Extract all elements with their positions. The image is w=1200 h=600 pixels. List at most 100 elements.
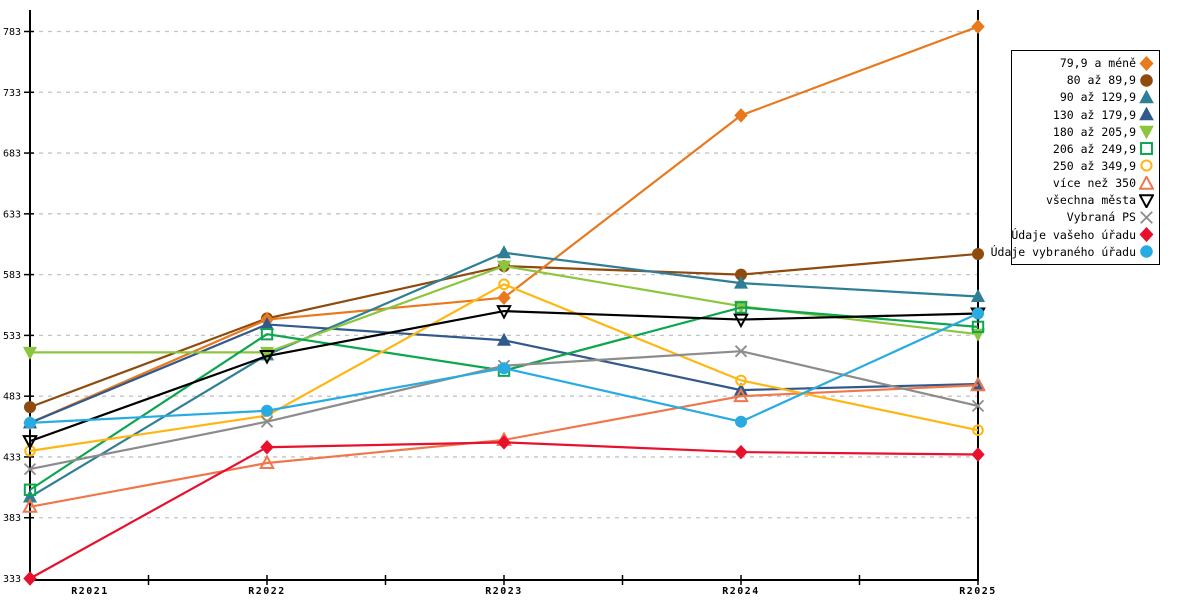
legend-marker — [1139, 55, 1154, 71]
diamond-marker-icon — [1139, 227, 1154, 243]
legend-item: 80 až 89,9 — [1014, 72, 1154, 88]
legend-item: Údaje vybraného úřadu — [991, 244, 1154, 260]
legend-marker — [1139, 175, 1154, 190]
x-tick-label: R2024 — [722, 586, 760, 597]
circle-marker-icon — [1140, 159, 1153, 173]
diamond-marker-icon — [971, 447, 985, 462]
legend-item: 180 až 205,9 — [1014, 124, 1154, 140]
circle-marker-icon — [24, 416, 36, 429]
triangle-up-marker-icon — [970, 288, 986, 302]
x-tick-label: R2022 — [248, 586, 286, 597]
diamond-marker-icon — [497, 435, 511, 450]
diamond-marker-icon — [971, 19, 985, 34]
triangle-down-marker-icon — [22, 346, 38, 360]
triangle-up-marker-icon — [259, 454, 275, 470]
legend-label: 206 až 249,9 — [1052, 141, 1136, 156]
triangle-up-marker-icon — [496, 245, 512, 259]
circle-marker-icon — [735, 415, 747, 428]
triangle-up-marker-icon — [1139, 89, 1154, 104]
legend-marker — [1139, 107, 1154, 121]
y-tick-label: 483 — [3, 392, 21, 403]
triangle-down-marker-icon — [259, 350, 275, 365]
square-marker-icon — [1140, 142, 1153, 156]
legend-item: 130 až 179,9 — [1014, 107, 1154, 123]
triangle-down-marker-icon — [1139, 194, 1154, 208]
legend-marker — [1140, 74, 1153, 87]
legend-item: 79,9 a méně — [1014, 55, 1154, 71]
legend-label: Údaje vašeho úřadu — [1011, 227, 1136, 242]
circle-marker-icon — [498, 362, 510, 375]
legend-label: 80 až 89,9 — [1066, 73, 1136, 88]
diamond-marker-icon — [497, 290, 511, 305]
legend-box: 79,9 a méně 80 až 89,9 90 až 129,9 130 až 1… — [991, 50, 1160, 265]
y-tick-label: 783 — [3, 27, 21, 38]
diamond-marker-icon — [260, 439, 274, 455]
triangle-up-marker-icon — [733, 275, 749, 289]
y-tick-label: 433 — [3, 452, 21, 463]
legend-label: všechna města — [1045, 193, 1136, 208]
series-line — [29, 441, 979, 580]
legend-marker — [1139, 89, 1154, 104]
series-11 — [24, 307, 984, 429]
legend-label: 79,9 a méně — [1059, 56, 1136, 71]
x-marker-icon — [260, 415, 274, 428]
legend-item: Vybraná PS — [1014, 209, 1154, 225]
series-line — [29, 252, 979, 409]
y-tick-label: 583 — [3, 270, 21, 281]
diamond-marker-icon — [734, 444, 748, 460]
diamond-marker-icon — [734, 108, 748, 123]
triangle-down-marker-icon — [496, 260, 512, 274]
legend-item: Údaje vašeho úřadu — [1011, 227, 1154, 243]
legend-item: více než 350 — [1014, 175, 1154, 191]
legend-marker — [1140, 159, 1153, 173]
legend-label: více než 350 — [1052, 176, 1136, 191]
circle-marker-icon — [972, 247, 984, 260]
x-tick-label: R2023 — [485, 586, 523, 597]
legend-label: Údaje vybraného úřadu — [990, 244, 1136, 259]
x-tick-label: R2025 — [959, 586, 997, 597]
circle-marker-icon — [24, 401, 36, 414]
triangle-up-marker-icon — [733, 387, 749, 403]
square-marker-icon — [23, 483, 37, 496]
circle-marker-icon — [261, 404, 273, 417]
triangle-down-marker-icon — [733, 313, 749, 329]
square-marker-icon — [734, 301, 748, 314]
x-tick-label: R2021 — [71, 586, 109, 597]
legend-marker — [1140, 210, 1153, 224]
triangle-up-marker-icon — [1139, 107, 1154, 121]
triangle-up-marker-icon — [970, 376, 986, 392]
circle-marker-icon — [498, 278, 510, 291]
x-marker-icon — [734, 345, 748, 358]
triangle-down-marker-icon — [1139, 125, 1154, 140]
y-tick-label: 533 — [3, 331, 21, 342]
y-tick-label: 333 — [3, 574, 21, 585]
triangle-down-marker-icon — [496, 305, 512, 320]
circle-marker-icon — [972, 424, 984, 437]
x-marker-icon — [1140, 210, 1153, 224]
series-10 — [23, 435, 985, 586]
legend-label: 90 až 129,9 — [1059, 90, 1136, 105]
square-marker-icon — [260, 327, 274, 341]
series-line — [29, 283, 979, 452]
circle-marker-icon — [1140, 245, 1153, 258]
triangle-up-marker-icon — [22, 498, 38, 513]
legend-label: 130 až 179,9 — [1052, 107, 1136, 122]
series-6 — [24, 278, 984, 457]
legend-marker — [1139, 194, 1154, 208]
legend-label: 250 až 349,9 — [1052, 158, 1136, 173]
triangle-down-marker-icon — [22, 435, 38, 450]
circle-marker-icon — [735, 374, 747, 387]
y-tick-label: 383 — [3, 513, 21, 524]
series-line — [29, 309, 979, 443]
y-tick-label: 633 — [3, 209, 21, 220]
y-tick-label: 683 — [3, 149, 21, 160]
circle-marker-icon — [972, 307, 984, 320]
diamond-marker-icon — [23, 571, 37, 586]
legend-label: Vybraná PS — [1066, 210, 1136, 225]
legend-marker — [1140, 245, 1153, 258]
series-8 — [22, 305, 986, 450]
legend-marker — [1139, 227, 1154, 243]
triangle-up-marker-icon — [496, 332, 512, 346]
x-marker-icon — [23, 462, 37, 476]
